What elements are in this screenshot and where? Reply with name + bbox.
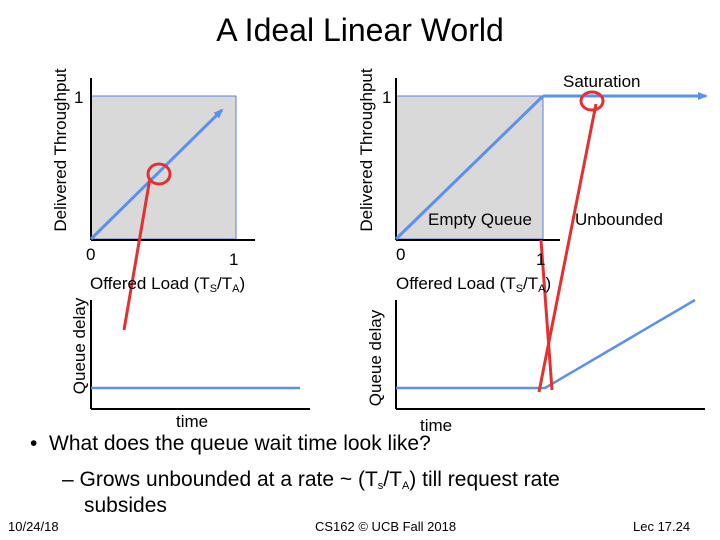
answer-bullet: – Grows unbounded at a rate ~ (Ts/TA) ti… (62, 468, 560, 492)
right-x-tick-0: 0 (396, 245, 406, 264)
right-y-tick-1: 1 (382, 88, 392, 107)
left-delay-x-axis-label: time (176, 412, 209, 431)
answer-bullet-line2: subsides (84, 494, 167, 517)
right-empty-queue-connector (539, 239, 554, 391)
empty-queue-label: Empty Queue (428, 210, 532, 229)
right-delay-y-axis-label: Queue delay (366, 309, 385, 407)
footer-lecture: Lec 17.24 (633, 519, 691, 534)
left-y-axis-label: Delivered Throughput (51, 68, 70, 232)
left-throughput-line (89, 108, 224, 241)
question-bullet: • What does the queue wait time look lik… (30, 432, 431, 455)
right-delay-line (396, 298, 696, 390)
left-operating-point-marker (146, 162, 172, 186)
left-x-tick-0: 0 (86, 245, 96, 264)
slide-title: A Ideal Linear World (216, 12, 504, 48)
unbounded-label: Unbounded (575, 210, 663, 229)
saturation-marker (579, 90, 605, 112)
right-x-axis-label: Offered Load (TS/TA) (396, 274, 552, 295)
right-x-tick-1: 1 (536, 250, 546, 269)
left-delay-y-axis-label: Queue delay (70, 297, 89, 395)
left-connector-line (122, 177, 152, 331)
right-throughput-rise (394, 94, 545, 241)
saturation-label: Saturation (563, 72, 641, 91)
right-delay-x-axis-label: time (420, 416, 453, 435)
left-x-tick-1: 1 (229, 250, 239, 269)
footer-date: 10/24/18 (8, 519, 59, 534)
footer-course: CS162 © UCB Fall 2018 (315, 519, 457, 534)
left-y-tick-1: 1 (74, 88, 84, 107)
right-y-axis-label: Delivered Throughput (357, 68, 376, 232)
left-x-axis-label: Offered Load (TS/TA) (90, 274, 246, 295)
